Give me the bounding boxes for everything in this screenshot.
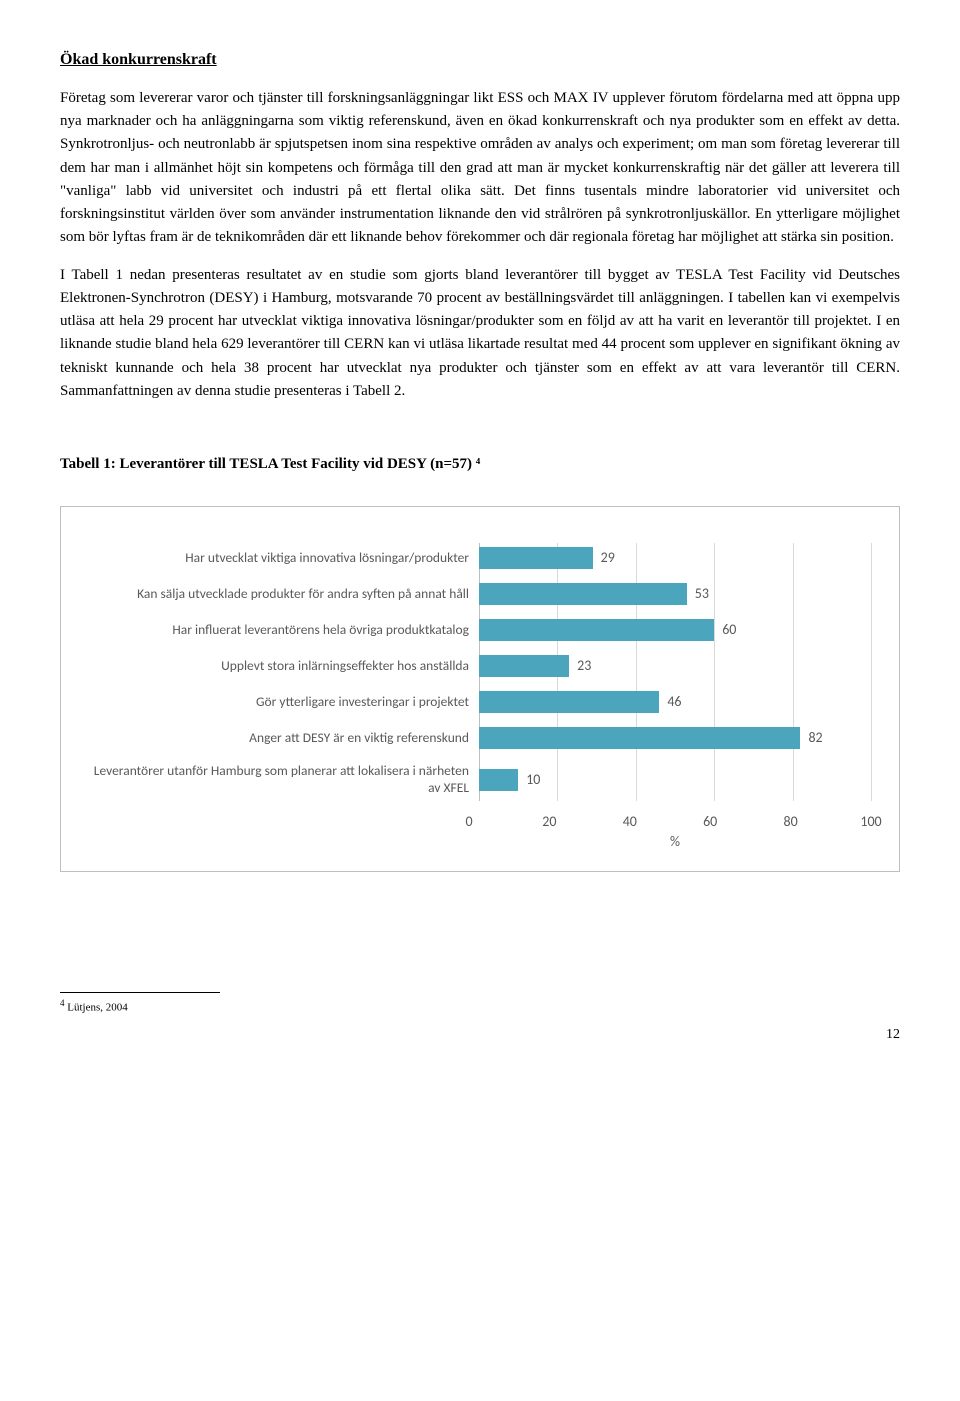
chart-row: Har utvecklat viktiga innovativa lösning…	[89, 547, 871, 569]
chart-row: Leverantörer utanför Hamburg som planera…	[89, 763, 871, 797]
chart-container: Har utvecklat viktiga innovativa lösning…	[60, 506, 900, 871]
body-paragraph: Företag som levererar varor och tjänster…	[60, 87, 900, 250]
chart-plot-area: 82	[479, 727, 871, 749]
chart-tick-label: 0	[465, 811, 472, 833]
chart-category-label: Leverantörer utanför Hamburg som planera…	[89, 763, 479, 797]
footnote-number: 4	[60, 998, 65, 1008]
chart-bar	[479, 727, 800, 749]
chart-plot-area: 23	[479, 655, 871, 677]
chart-row: Upplevt stora inlärningseffekter hos ans…	[89, 655, 871, 677]
chart-bar	[479, 655, 569, 677]
chart-tick-label: 20	[542, 811, 556, 833]
chart-row: Anger att DESY är en viktig referenskund…	[89, 727, 871, 749]
chart-bar	[479, 691, 659, 713]
chart-tick-label: 60	[703, 811, 717, 833]
chart-tick-label: 100	[860, 811, 881, 833]
chart-category-label: Gör ytterligare investeringar i projekte…	[89, 694, 479, 711]
footnote-rule	[60, 992, 220, 993]
chart-category-label: Anger att DESY är en viktig referenskund	[89, 730, 479, 747]
chart-bar	[479, 547, 593, 569]
footnote: 4 Lütjens, 2004	[60, 997, 900, 1017]
chart-tick-label: 40	[623, 811, 637, 833]
chart-row: Gör ytterligare investeringar i projekte…	[89, 691, 871, 713]
chart-category-label: Upplevt stora inlärningseffekter hos ans…	[89, 658, 479, 675]
chart-plot-area: 53	[479, 583, 871, 605]
section-heading: Ökad konkurrenskraft	[60, 48, 900, 73]
body-paragraph: I Tabell 1 nedan presenteras resultatet …	[60, 264, 900, 404]
chart-value-label: 53	[687, 583, 709, 605]
chart-value-label: 82	[800, 727, 822, 749]
chart-category-label: Har influerat leverantörens hela övriga …	[89, 622, 479, 639]
chart-value-label: 60	[714, 619, 736, 641]
chart-row: Har influerat leverantörens hela övriga …	[89, 619, 871, 641]
chart-plot-area: 10	[479, 769, 871, 791]
chart-value-label: 23	[569, 655, 591, 677]
chart-title: Tabell 1: Leverantörer till TESLA Test F…	[60, 453, 900, 476]
chart-bar	[479, 619, 714, 641]
chart-row: Kan sälja utvecklade produkter för andra…	[89, 583, 871, 605]
chart-bar	[479, 769, 518, 791]
chart-value-label: 46	[659, 691, 681, 713]
chart-value-label: 29	[593, 547, 615, 569]
footnote-text: Lütjens, 2004	[67, 1001, 128, 1013]
chart-category-label: Kan sälja utvecklade produkter för andra…	[89, 586, 479, 603]
chart-tick-label: 80	[783, 811, 797, 833]
chart-body: Har utvecklat viktiga innovativa lösning…	[89, 547, 871, 797]
chart-value-label: 10	[518, 769, 540, 791]
chart-plot-area: 46	[479, 691, 871, 713]
chart-category-label: Har utvecklat viktiga innovativa lösning…	[89, 550, 479, 567]
chart-plot-area: 60	[479, 619, 871, 641]
chart-axis: 020406080100	[89, 811, 871, 829]
chart-plot-area: 29	[479, 547, 871, 569]
chart-bar	[479, 583, 687, 605]
page-number: 12	[60, 1024, 900, 1046]
chart-axis-label: %	[479, 831, 871, 853]
